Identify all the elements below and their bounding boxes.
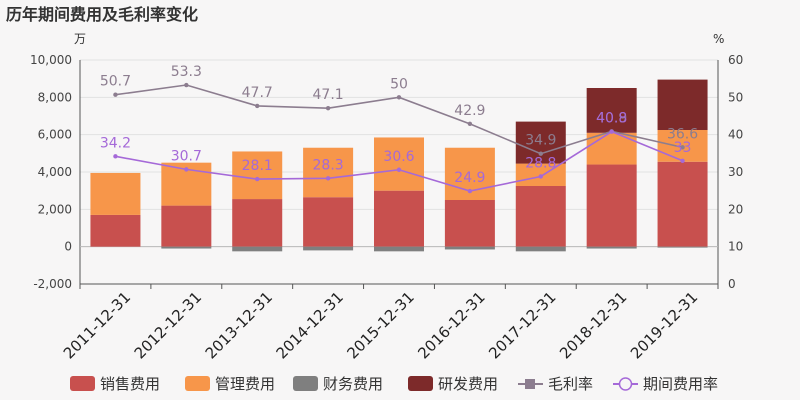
bar-0-7: [586, 164, 637, 247]
bar-0-8: [657, 161, 708, 247]
legend-label-2: 财务费用: [323, 375, 383, 393]
data-label-0-0: 50.7: [100, 74, 131, 90]
bar-3-8: [657, 79, 708, 130]
bar-1-0: [90, 172, 141, 215]
point-1-1: [184, 167, 189, 172]
right-tick-label: 40: [728, 128, 743, 142]
left-tick-label: -2,000: [33, 277, 72, 291]
legend-label-0: 销售费用: [100, 375, 160, 393]
chart-title: 历年期间费用及毛利率变化: [6, 5, 198, 24]
right-tick-label: 60: [728, 53, 743, 67]
x-tick-label: 2011-12-31: [60, 288, 134, 362]
bar-0-3: [303, 197, 354, 247]
x-tick-label: 2016-12-31: [414, 288, 488, 362]
legend-marker-4: [525, 379, 535, 389]
bar-2-4: [374, 246, 424, 252]
bar-1-2: [232, 151, 283, 200]
point-1-7: [609, 129, 614, 134]
legend-label-3: 研发费用: [438, 375, 498, 393]
point-1-5: [467, 188, 473, 194]
legend-swatch-1: [185, 376, 210, 391]
left-tick-label: 0: [64, 240, 72, 254]
data-label-0-5: 42.9: [454, 103, 485, 119]
bar-0-6: [515, 186, 566, 247]
data-label-1-3: 28.3: [313, 157, 344, 173]
data-label-1-6: 28.8: [525, 155, 556, 171]
point-0-1: [184, 82, 189, 88]
data-label-1-0: 34.2: [100, 135, 131, 151]
point-1-4: [396, 167, 402, 172]
data-label-1-2: 28.1: [242, 158, 273, 174]
data-label-0-8: 36.6: [667, 126, 698, 142]
bar-1-4: [374, 137, 424, 191]
left-tick-label: 6,000: [38, 128, 72, 142]
right-tick-label: 0: [728, 277, 736, 291]
x-tick-label: 2014-12-31: [273, 288, 347, 362]
right-tick-label: 30: [728, 165, 743, 179]
data-label-0-7: 40.9: [596, 110, 627, 126]
point-0-3: [325, 105, 331, 111]
bar-2-8: [657, 246, 708, 248]
point-1-6: [538, 174, 543, 179]
point-0-2: [255, 103, 260, 109]
legend-marker-5: [618, 377, 633, 391]
left-tick-label: 10,000: [30, 53, 72, 67]
data-label-0-6: 34.9: [525, 133, 556, 149]
data-label-1-7: 40.8: [596, 111, 627, 127]
bar-0-0: [90, 214, 141, 247]
right-tick-label: 50: [728, 90, 743, 104]
bar-0-2: [232, 199, 283, 247]
right-axis-unit: %: [713, 32, 724, 46]
data-label-1-8: 33: [674, 140, 692, 156]
legend-swatch-2: [293, 376, 318, 391]
point-1-0: [113, 154, 118, 159]
bar-0-1: [161, 205, 212, 247]
left-tick-label: 8,000: [38, 90, 72, 104]
x-tick-label: 2018-12-31: [556, 288, 630, 362]
bar-2-1: [161, 246, 212, 249]
x-tick-label: 2015-12-31: [343, 288, 417, 362]
x-tick-label: 2013-12-31: [202, 288, 276, 362]
x-tick-label: 2012-12-31: [131, 288, 205, 362]
data-label-1-4: 30.6: [383, 149, 414, 165]
bar-2-2: [232, 246, 283, 252]
data-label-0-1: 53.3: [171, 64, 202, 80]
x-tick-label: 2019-12-31: [627, 288, 701, 362]
bar-3-6: [515, 121, 566, 164]
right-tick-label: 10: [728, 240, 743, 254]
data-label-0-3: 47.1: [313, 87, 344, 103]
point-1-3: [325, 176, 331, 181]
bar-2-6: [515, 246, 566, 252]
point-1-8: [680, 158, 685, 163]
left-tick-label: 2,000: [38, 202, 72, 216]
legend-label-4: 毛利率: [548, 375, 593, 393]
bar-0-4: [374, 190, 424, 247]
right-tick-label: 20: [728, 202, 743, 216]
point-1-2: [255, 176, 260, 182]
x-tick-label: 2017-12-31: [485, 288, 559, 362]
point-0-0: [113, 92, 118, 97]
left-axis-unit: 万: [74, 32, 86, 46]
legend-swatch-0: [70, 376, 95, 391]
data-label-0-4: 50: [390, 76, 408, 92]
left-tick-label: 4,000: [38, 165, 72, 179]
data-label-0-2: 47.7: [242, 85, 273, 101]
point-0-4: [396, 95, 402, 100]
data-label-1-1: 30.7: [171, 148, 202, 164]
bar-2-7: [586, 246, 637, 249]
point-0-8: [680, 145, 685, 150]
bar-0-5: [444, 200, 495, 247]
bar-2-5: [444, 246, 495, 250]
bar-2-3: [303, 246, 354, 251]
bar-1-3: [303, 147, 354, 198]
legend-label-1: 管理费用: [215, 375, 275, 393]
point-0-5: [467, 121, 473, 127]
legend-swatch-3: [408, 376, 433, 391]
point-0-6: [538, 151, 543, 156]
bar-3-7: [586, 88, 637, 133]
data-label-1-5: 24.9: [454, 170, 485, 186]
legend-label-5: 期间费用率: [643, 375, 718, 393]
